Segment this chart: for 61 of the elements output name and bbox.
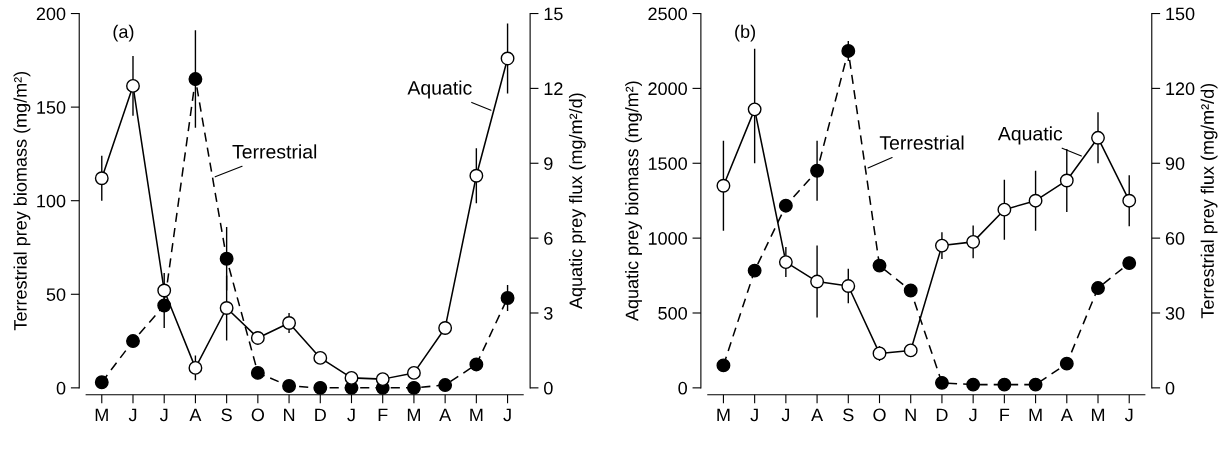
y-axis-title: Terrestrial prey biomass (mg/m²) <box>13 71 31 331</box>
y-tick-label: 2500 <box>648 7 687 21</box>
x-tick-label: S <box>221 408 232 422</box>
x-tick-label: N <box>284 408 295 422</box>
x-tick-label: A <box>439 408 452 422</box>
y-tick-label: 0 <box>56 381 66 395</box>
x-tick-label: M <box>407 408 420 422</box>
y-tick-label: 50 <box>46 288 66 301</box>
x-tick-label: J <box>750 408 758 422</box>
x-tick-label: D <box>315 408 326 422</box>
x-tick-label: F <box>378 408 388 422</box>
x-tick-label: M <box>470 408 483 422</box>
x-tick-label: A <box>1060 408 1073 422</box>
series-label: Aquatic <box>407 80 472 99</box>
x-tick-label: A <box>189 408 202 422</box>
y2-tick-label: 6 <box>544 232 553 245</box>
y2-tick-label: 30 <box>1165 306 1185 320</box>
series-label: Terrestrial <box>879 135 964 150</box>
y-tick-label: 100 <box>37 194 66 208</box>
y2-tick-label: 90 <box>1165 157 1185 170</box>
x-tick-label: O <box>251 408 265 422</box>
y2-axis-title: Terrestrial prey flux (mg/m²/d) <box>1200 83 1218 319</box>
y-tick-label: 1000 <box>648 232 687 245</box>
x-tick-label: J <box>503 408 511 422</box>
y2-tick-label: 0 <box>1165 381 1175 395</box>
y2-tick-label: 120 <box>1166 82 1195 96</box>
y-tick-label: 500 <box>658 306 687 320</box>
annotation: (b) <box>735 24 755 42</box>
y-tick-label: 150 <box>37 101 66 114</box>
x-tick-label: J <box>781 408 790 422</box>
x-tick-label: M <box>1091 408 1105 422</box>
x-tick-label: M <box>717 408 730 422</box>
annotation: (a) <box>113 24 134 42</box>
x-tick-label: O <box>873 408 886 422</box>
y-axis-title: Aquatic prey biomass (mg/m²) <box>625 81 642 322</box>
y2-tick-label: 12 <box>544 82 563 95</box>
y2-tick-label: 9 <box>544 157 553 170</box>
x-tick-label: J <box>128 408 137 422</box>
x-tick-label: J <box>347 408 355 422</box>
y-tick-label: 2000 <box>648 82 687 96</box>
y2-tick-label: 60 <box>1165 232 1185 245</box>
y2-tick-label: 15 <box>544 7 563 21</box>
y2-tick-label: 150 <box>1166 7 1195 21</box>
y-tick-label: 0 <box>678 381 687 395</box>
x-tick-label: J <box>1124 408 1133 422</box>
x-tick-label: A <box>811 408 824 422</box>
x-tick-label: J <box>968 408 977 422</box>
x-tick-label: N <box>905 408 916 422</box>
y-tick-label: 200 <box>36 7 66 21</box>
y2-tick-label: 0 <box>544 381 553 395</box>
x-tick-label: D <box>936 408 948 422</box>
x-tick-label: J <box>159 408 168 422</box>
x-tick-label: S <box>843 408 854 422</box>
y2-tick-label: 3 <box>544 306 553 320</box>
series-label: Terrestrial <box>232 144 317 159</box>
y2-axis-title: Aquatic prey flux (mg/m²/d) <box>568 93 586 310</box>
x-tick-label: F <box>1000 408 1010 422</box>
x-tick-label: M <box>95 408 108 422</box>
x-tick-label: M <box>1029 408 1042 422</box>
series-label: Aquatic <box>997 126 1063 145</box>
y-tick-label: 1500 <box>648 157 687 170</box>
